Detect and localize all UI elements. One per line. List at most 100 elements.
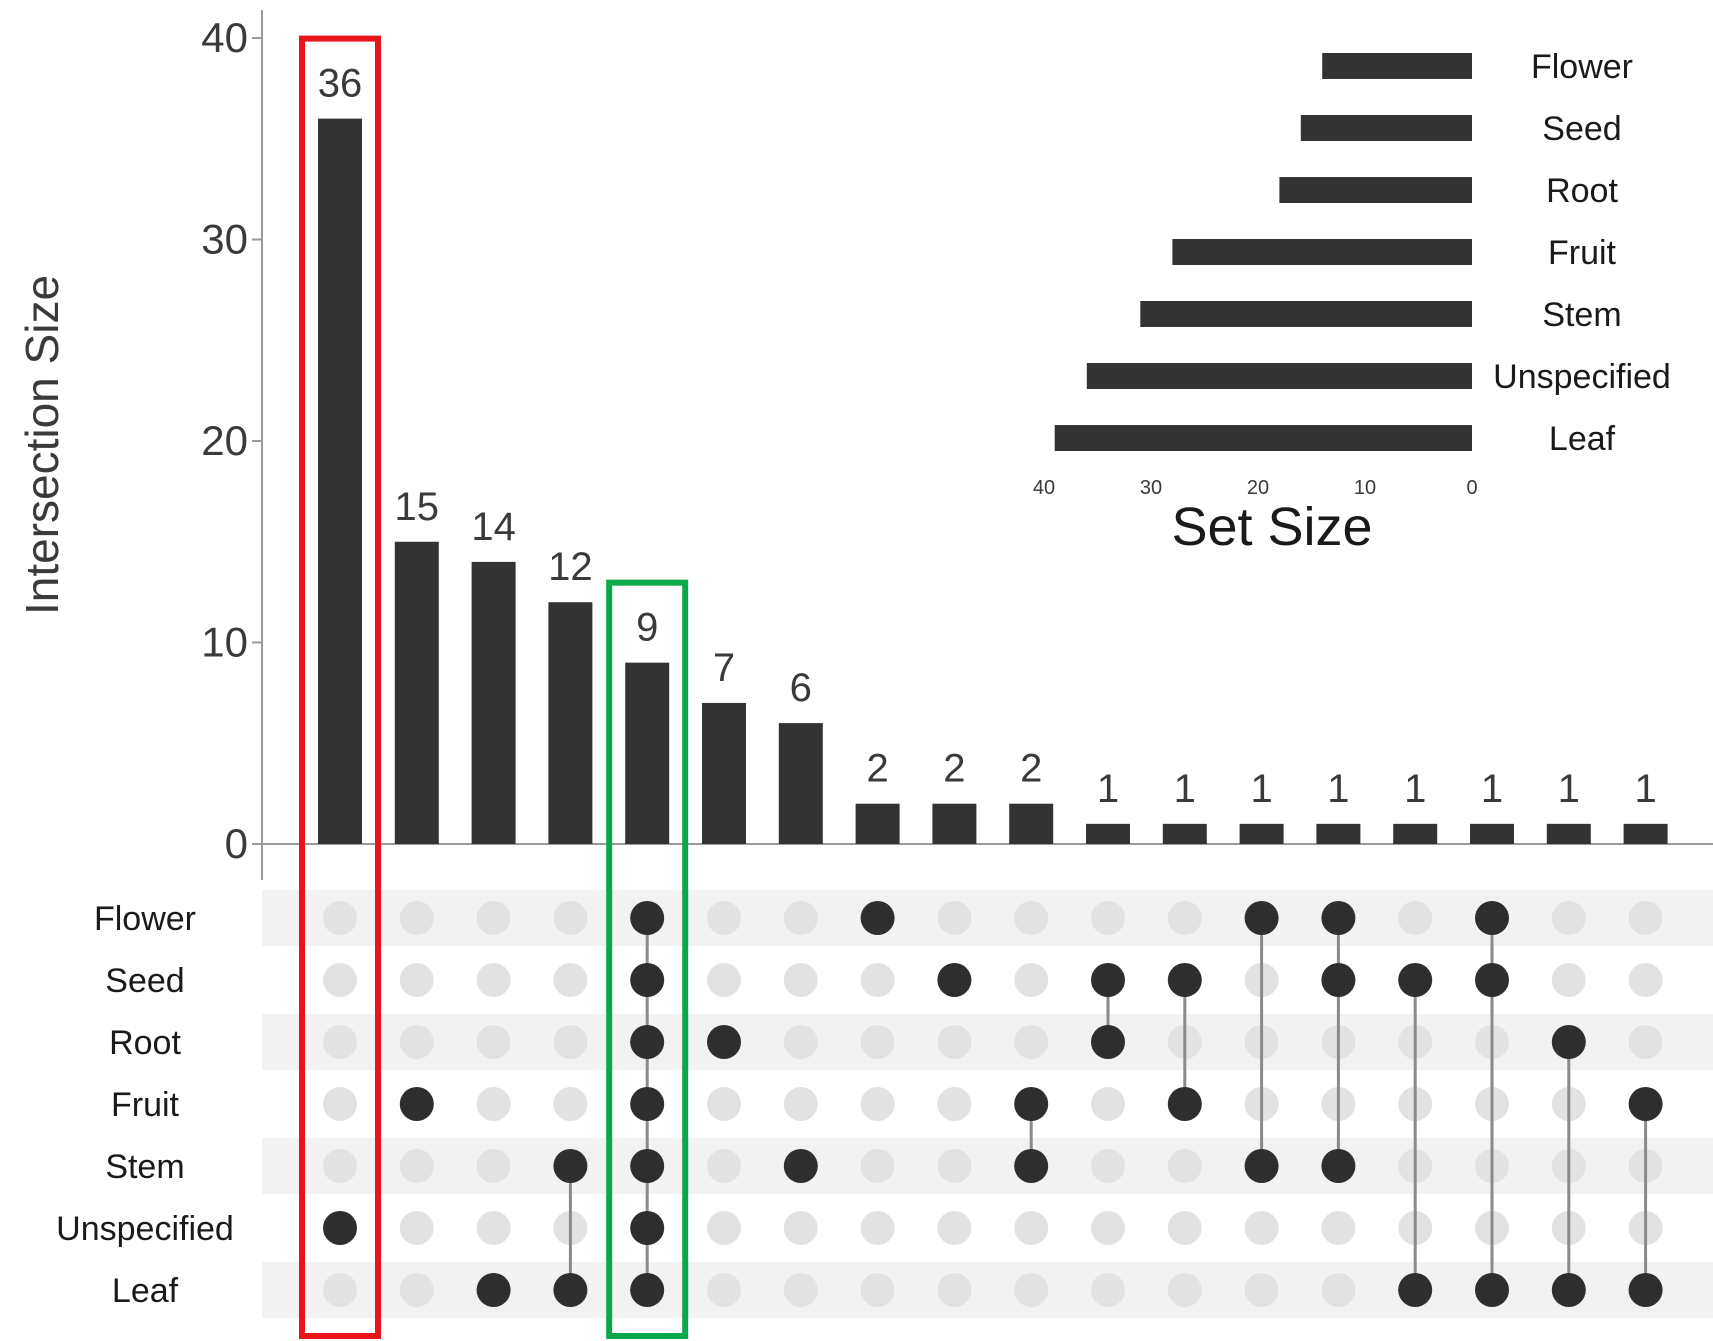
matrix-dot-inactive — [1014, 901, 1049, 935]
intersection-bar-label: 14 — [471, 505, 516, 549]
matrix-dot-inactive — [783, 963, 818, 997]
matrix-dot-active — [1321, 901, 1356, 935]
matrix-dot-inactive — [476, 963, 511, 997]
matrix-dot-inactive — [476, 1211, 511, 1245]
matrix-dot-active — [783, 1149, 818, 1183]
matrix-dot-inactive — [1321, 1211, 1356, 1245]
intersection-bar — [932, 803, 977, 844]
intersection-bar-label: 1 — [1558, 767, 1580, 811]
matrix-dot-inactive — [1551, 901, 1586, 935]
y-tick-label: 0 — [225, 820, 248, 867]
matrix-dot-active — [1628, 1087, 1663, 1121]
matrix-dot-active — [1628, 1273, 1663, 1307]
matrix-dot-inactive — [399, 1273, 434, 1307]
matrix-dot-active — [553, 1149, 588, 1183]
set-size-bar — [1172, 239, 1472, 265]
matrix-dot-inactive — [783, 1087, 818, 1121]
set-size-bar-label: Seed — [1542, 110, 1621, 148]
set-size-tick-label: 10 — [1354, 477, 1376, 499]
intersection-bar-label: 15 — [395, 485, 440, 529]
intersection-bar-label: 1 — [1404, 767, 1426, 811]
matrix-dot-inactive — [707, 1273, 741, 1307]
intersection-bars — [318, 118, 1668, 845]
set-size-bar — [1279, 177, 1472, 203]
intersection-bar-labels: 36 15 14 12 9 7 6 2 2 2 1 1 1 1 1 1 1 1 — [318, 62, 1657, 811]
matrix-dot-active — [1475, 901, 1509, 935]
matrix-dot-inactive — [937, 1025, 972, 1059]
matrix-dot-inactive — [1014, 1211, 1049, 1245]
matrix-dot-inactive — [476, 901, 511, 935]
matrix-dot-active — [1321, 1149, 1356, 1183]
matrix-set-label: Unspecified — [56, 1210, 234, 1248]
matrix-dot-active — [1321, 963, 1356, 997]
matrix-dot-inactive — [937, 1273, 972, 1307]
matrix-set-label: Seed — [105, 962, 184, 1000]
matrix-row-bands — [262, 890, 1713, 1318]
set-size-bar — [1086, 363, 1472, 389]
set-size-xlabel: Set Size — [1171, 497, 1372, 557]
matrix-dot-inactive — [1551, 963, 1586, 997]
y-axis-label: Intersection Size — [16, 275, 68, 615]
matrix-dot-inactive — [707, 1087, 741, 1121]
intersection-bar-label: 1 — [1097, 767, 1119, 811]
matrix-dot-inactive — [553, 1025, 588, 1059]
set-size-bar-label: Leaf — [1549, 420, 1616, 458]
matrix-dot-inactive — [323, 901, 357, 935]
matrix-dot-inactive — [476, 1087, 511, 1121]
intersection-bar — [702, 702, 746, 844]
matrix-dot-inactive — [1091, 901, 1125, 935]
matrix-dot-active — [630, 1087, 665, 1121]
intersection-bar-label: 7 — [713, 646, 735, 690]
set-size-tick-label: 30 — [1140, 477, 1162, 499]
intersection-bar-label: 6 — [790, 666, 812, 710]
intersection-bar-label: 1 — [1327, 767, 1349, 811]
matrix-dot-active — [630, 1149, 665, 1183]
matrix-dot-inactive — [1398, 901, 1433, 935]
intersection-bar — [855, 803, 900, 844]
intersection-bar — [471, 561, 516, 844]
intersection-bar-label: 12 — [548, 545, 593, 589]
intersection-bar-label: 9 — [636, 606, 658, 650]
y-ticks: 0 10 20 30 40 — [201, 14, 262, 867]
matrix-dot-inactive — [1167, 1211, 1202, 1245]
matrix-dot-active — [476, 1273, 511, 1307]
matrix-dot-inactive — [860, 1149, 895, 1183]
intersection-bar — [394, 541, 439, 844]
matrix-dot-active — [1167, 963, 1202, 997]
intersection-bar — [1623, 823, 1668, 844]
intersection-bar-label: 1 — [1174, 767, 1196, 811]
y-tick-label: 20 — [201, 417, 248, 464]
matrix-set-label: Flower — [94, 900, 196, 938]
matrix-dot-inactive — [783, 1025, 818, 1059]
matrix-dot-active — [1244, 1149, 1279, 1183]
matrix-dot-inactive — [1244, 1273, 1279, 1307]
matrix-dot-inactive — [399, 1025, 434, 1059]
matrix-dot-inactive — [553, 1087, 588, 1121]
matrix-dot-inactive — [860, 963, 895, 997]
matrix-dot-active — [707, 1025, 741, 1059]
set-size-tick-label: 40 — [1033, 477, 1055, 499]
matrix-dot-inactive — [1321, 1273, 1356, 1307]
matrix-dot-inactive — [323, 1149, 357, 1183]
matrix-dot-inactive — [707, 963, 741, 997]
matrix-dot-inactive — [707, 1211, 741, 1245]
matrix-dot-active — [1551, 1273, 1586, 1307]
intersection-bar-label: 36 — [318, 62, 363, 106]
matrix-dot-active — [630, 1025, 665, 1059]
matrix-dot-inactive — [1091, 1211, 1125, 1245]
intersection-bar — [1086, 823, 1130, 844]
matrix-dot-active — [1014, 1149, 1049, 1183]
matrix-dot-inactive — [783, 1211, 818, 1245]
y-tick-label: 10 — [201, 619, 248, 666]
membership-matrix — [323, 901, 1663, 1307]
matrix-dot-active — [553, 1273, 588, 1307]
intersection-bar — [778, 723, 823, 844]
intersection-bar — [1393, 823, 1438, 844]
intersection-bar — [318, 118, 362, 845]
highlight-boxes — [299, 35, 689, 1340]
matrix-dot-inactive — [1091, 1149, 1125, 1183]
matrix-dot-inactive — [399, 1149, 434, 1183]
matrix-dot-inactive — [783, 1273, 818, 1307]
matrix-dot-active — [630, 1211, 665, 1245]
matrix-dot-inactive — [1014, 963, 1049, 997]
